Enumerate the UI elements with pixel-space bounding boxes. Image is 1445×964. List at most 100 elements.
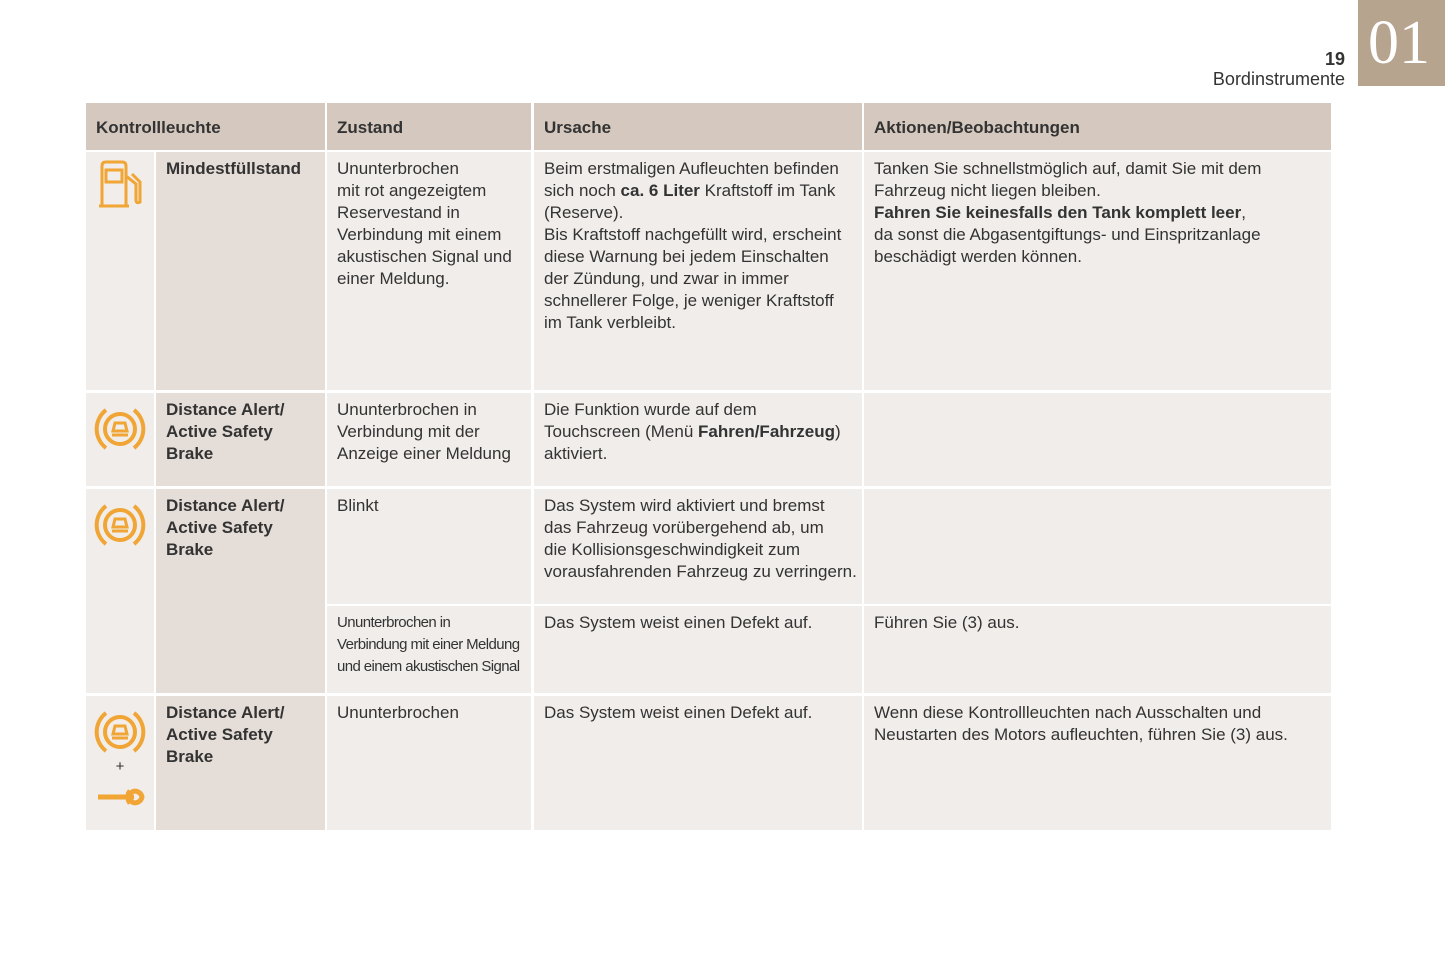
text-run: Das System weist einen Defekt auf. [544,703,813,722]
text-line: Ununterbrochen in [337,399,523,421]
state-cell: Blinkt [327,489,531,604]
state-cell: Ununterbrochen in Verbindung mit der Anzei… [327,393,531,486]
name-line: Mindestfüllstand [166,159,302,178]
warning-name: Distance Alert/Active Safety Brake [156,489,325,693]
text-line: Ununterbrochen [337,702,523,724]
text-line: der Zündung, und zwar in immer [544,268,854,290]
text-run: Touchscreen (Menü [544,422,699,441]
text-line: Führen Sie (3) aus. [874,612,1323,634]
text-run: Wenn diese Kontrollleuchten nach Ausscha… [874,703,1262,722]
action-cell [864,489,1331,604]
text-run: Bis Kraftstoff nachgefüllt wird, erschei… [544,225,842,244]
text-line: Verbindung mit der [337,421,523,443]
text-run: Ununterbrochen in [337,614,451,631]
text-line: Ununterbrochen [337,158,523,180]
cause-cell: Das System wird aktiviert und bremst das … [534,489,862,604]
text-run: sich noch [544,181,621,200]
text-line: Bis Kraftstoff nachgefüllt wird, erschei… [544,224,854,246]
text-line: Reservestand in [337,202,523,224]
text-run: Beim erstmaligen Aufleuchten befinden [544,159,839,178]
text-line: Verbindung mit einem [337,224,523,246]
text-run: Blinkt [337,496,379,515]
text-run: schnellerer Folge, je weniger Kraftstoff [544,291,834,310]
text-line: Ununterbrochen in [337,612,523,634]
column-header: Kontrollleuchte [86,103,325,150]
state-cell: Ununterbrochen in Verbindung mit einer Me… [327,606,531,693]
text-run: Anzeige einer Meldung [337,444,511,463]
text-line: mit rot angezeigtem [337,180,523,202]
icon-cell [86,152,154,390]
column-header: Zustand [327,103,531,150]
icon: + [94,711,146,806]
state-cell: Ununterbrochen mit rot angezeigtem Reserve… [327,152,531,390]
text-line: akustischen Signal und [337,246,523,268]
text-run: Kraftstoff im Tank [699,181,836,200]
name-line: Active Safety [166,518,273,537]
text-run: aktiviert. [544,444,608,463]
icon [94,408,146,450]
text-run: Ununterbrochen in [337,400,477,419]
icon-joiner: + [116,758,125,775]
text-run: ca. 6 Liter [620,181,700,200]
text-run: Ununterbrochen [337,159,459,178]
name-line: Active Safety [166,725,273,744]
text-run: und einem akustischen Signal [337,658,520,675]
text-line: vorausfahrenden Fahrzeug zu verringern. [544,561,857,583]
text-run: einer Meldung. [337,269,450,288]
icon-cell: + [86,696,154,830]
warning-name: Mindestfüllstand [156,152,325,390]
text-line: und einem akustischen Signal [337,656,523,678]
text-line: (Reserve). [544,202,854,224]
column-header: Aktionen/Beobachtungen [864,103,1331,150]
text-run: diese Warnung bei jedem Einschalten [544,247,829,266]
text-line: Die Funktion wurde auf dem [544,399,854,421]
text-run: beschädigt werden können. [874,247,1082,266]
text-run: Ununterbrochen [337,703,459,722]
text-run: die Kollisionsgeschwindigkeit zum [544,540,801,559]
text-run: Neustarten des Motors aufleuchten, führe… [874,725,1288,744]
text-run: Verbindung mit einer Meldung [337,636,520,653]
text-run: (Reserve). [544,203,624,222]
text-line: aktiviert. [544,443,854,465]
icon-cell [86,489,154,693]
text-run: im Tank verbleibt. [544,313,676,332]
name-line: Active Safety [166,422,273,441]
text-line: Fahren Sie keinesfalls den Tank komplett… [874,202,1323,224]
text-run: das Fahrzeug vorübergehend ab, um [544,518,824,537]
text-run: Verbindung mit der [337,422,480,441]
warning-icon [94,408,146,450]
text-line: Tanken Sie schnellstmöglich auf, damit S… [874,158,1323,180]
text-run: Führen Sie (3) aus. [874,613,1020,632]
text-line: beschädigt werden können. [874,246,1323,268]
section-title: Bordinstrumente [1212,69,1345,89]
text-line: Wenn diese Kontrollleuchten nach Ausscha… [874,702,1323,724]
text-line: Das System wird aktiviert und bremst [544,495,854,517]
chapter-number: 01 [1368,9,1430,77]
text-line: die Kollisionsgeschwindigkeit zum [544,539,854,561]
cause-cell: Beim erstmaligen Aufleuchten befinden sic… [534,152,862,390]
action-cell: Führen Sie (3) aus. [864,606,1331,693]
text-line: diese Warnung bei jedem Einschalten [544,246,854,268]
text-run: Reservestand in [337,203,460,222]
text-run: mit rot angezeigtem [337,181,487,200]
text-line: Das System weist einen Defekt auf. [544,612,854,634]
text-run: Fahren/Fahrzeug [698,422,835,441]
action-cell [864,393,1331,486]
state-cell: Ununterbrochen [327,696,531,830]
text-line: Neustarten des Motors aufleuchten, führe… [874,724,1323,746]
text-run: Verbindung mit einem [337,225,502,244]
text-line: Beim erstmaligen Aufleuchten befinden [544,158,854,180]
name-line: Brake [166,747,214,766]
text-line: einer Meldung. [337,268,523,290]
text-run: ) [835,422,841,441]
text-run: , [1241,203,1246,222]
page-number: 19 [1324,49,1345,69]
text-run: da sonst die Abgasentgiftungs- und Einsp… [874,225,1261,244]
column-header: Ursache [534,103,862,150]
text-run: Das System weist einen Defekt auf. [544,613,813,632]
name-line: Distance Alert/ [166,400,285,419]
name-line: Brake [166,540,214,559]
warning-name: Distance Alert/Active Safety Brake [156,696,325,830]
warning-name: Distance Alert/Active Safety Brake [156,393,325,486]
warning-icon [94,504,146,546]
